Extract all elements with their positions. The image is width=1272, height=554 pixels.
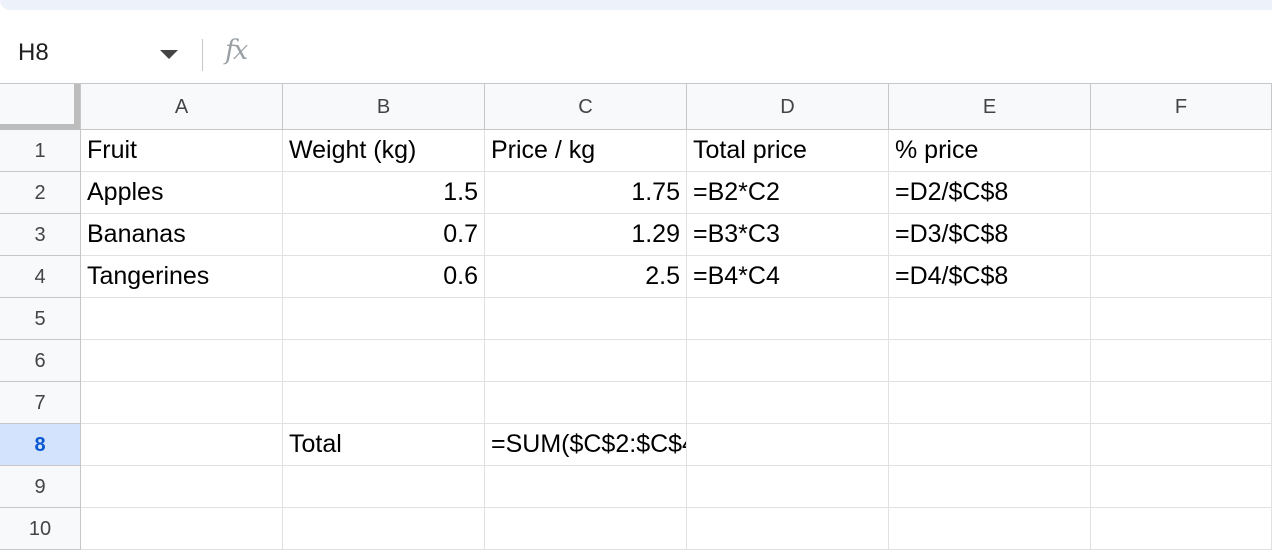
formula-bar-divider xyxy=(202,39,203,71)
cell-a6[interactable] xyxy=(81,340,283,382)
cell-e10[interactable] xyxy=(889,508,1091,550)
cell-c1[interactable]: Price / kg xyxy=(485,130,687,172)
cell-f9[interactable] xyxy=(1091,466,1272,508)
column-header-a[interactable]: A xyxy=(81,84,283,130)
cell-f5[interactable] xyxy=(1091,298,1272,340)
cell-d10[interactable] xyxy=(687,508,889,550)
cell-e6[interactable] xyxy=(889,340,1091,382)
cell-a3[interactable]: Bananas xyxy=(81,214,283,256)
column-header-d[interactable]: D xyxy=(687,84,889,130)
cell-f1[interactable] xyxy=(1091,130,1272,172)
cell-b3[interactable]: 0.7 xyxy=(283,214,485,256)
cell-b8[interactable]: Total xyxy=(283,424,485,466)
cell-d9[interactable] xyxy=(687,466,889,508)
cell-c7[interactable] xyxy=(485,382,687,424)
column-header-e[interactable]: E xyxy=(889,84,1091,130)
cell-d3[interactable]: =B3*C3 xyxy=(687,214,889,256)
cell-a1[interactable]: Fruit xyxy=(81,130,283,172)
cell-a2[interactable]: Apples xyxy=(81,172,283,214)
cell-e1[interactable]: % price xyxy=(889,130,1091,172)
corner-shade-right xyxy=(74,84,80,130)
cell-f3[interactable] xyxy=(1091,214,1272,256)
cell-c9[interactable] xyxy=(485,466,687,508)
cell-e3[interactable]: =D3/$C$8 xyxy=(889,214,1091,256)
cell-b9[interactable] xyxy=(283,466,485,508)
row-header-9[interactable]: 9 xyxy=(0,466,81,508)
cell-e5[interactable] xyxy=(889,298,1091,340)
cell-b5[interactable] xyxy=(283,298,485,340)
cell-a5[interactable] xyxy=(81,298,283,340)
cell-b4[interactable]: 0.6 xyxy=(283,256,485,298)
row-header-6[interactable]: 6 xyxy=(0,340,81,382)
cell-a4[interactable]: Tangerines xyxy=(81,256,283,298)
cell-c5[interactable] xyxy=(485,298,687,340)
cell-d7[interactable] xyxy=(687,382,889,424)
cell-f6[interactable] xyxy=(1091,340,1272,382)
cell-d8[interactable] xyxy=(687,424,889,466)
cell-c6[interactable] xyxy=(485,340,687,382)
cell-d1[interactable]: Total price xyxy=(687,130,889,172)
cell-f2[interactable] xyxy=(1091,172,1272,214)
cell-e2[interactable]: =D2/$C$8 xyxy=(889,172,1091,214)
cell-f10[interactable] xyxy=(1091,508,1272,550)
spreadsheet-grid: A B C D E F 1 Fruit Weight (kg) Price / kg Total p… xyxy=(0,84,1272,554)
cell-e8[interactable] xyxy=(889,424,1091,466)
cell-b1[interactable]: Weight (kg) xyxy=(283,130,485,172)
fx-icon: fx xyxy=(225,35,248,66)
column-header-b[interactable]: B xyxy=(283,84,485,130)
row-header-5[interactable]: 5 xyxy=(0,298,81,340)
row-header-3[interactable]: 3 xyxy=(0,214,81,256)
cell-d2[interactable]: =B2*C2 xyxy=(687,172,889,214)
column-header-c[interactable]: C xyxy=(485,84,687,130)
corner-shade-bottom xyxy=(0,124,80,130)
cell-c2[interactable]: 1.75 xyxy=(485,172,687,214)
cell-c3[interactable]: 1.29 xyxy=(485,214,687,256)
cell-a8[interactable] xyxy=(81,424,283,466)
cell-f8[interactable] xyxy=(1091,424,1272,466)
cell-b2[interactable]: 1.5 xyxy=(283,172,485,214)
row-header-8[interactable]: 8 xyxy=(0,424,81,466)
column-header-f[interactable]: F xyxy=(1091,84,1272,130)
cell-f4[interactable] xyxy=(1091,256,1272,298)
cell-b10[interactable] xyxy=(283,508,485,550)
cell-e4[interactable]: =D4/$C$8 xyxy=(889,256,1091,298)
row-header-1[interactable]: 1 xyxy=(0,130,81,172)
cell-c10[interactable] xyxy=(485,508,687,550)
cell-f7[interactable] xyxy=(1091,382,1272,424)
row-header-7[interactable]: 7 xyxy=(0,382,81,424)
cell-e7[interactable] xyxy=(889,382,1091,424)
cell-d4[interactable]: =B4*C4 xyxy=(687,256,889,298)
cell-e9[interactable] xyxy=(889,466,1091,508)
cell-d6[interactable] xyxy=(687,340,889,382)
cell-c4[interactable]: 2.5 xyxy=(485,256,687,298)
formula-bar: H8 fx xyxy=(0,28,1272,84)
cell-c8[interactable]: =SUM($C$2:$C$4) xyxy=(485,424,687,466)
row-header-2[interactable]: 2 xyxy=(0,172,81,214)
cell-a7[interactable] xyxy=(81,382,283,424)
cell-b6[interactable] xyxy=(283,340,485,382)
name-box[interactable]: H8 xyxy=(18,39,49,66)
name-box-dropdown-icon[interactable] xyxy=(160,50,178,59)
row-header-10[interactable]: 10 xyxy=(0,508,81,550)
cell-b7[interactable] xyxy=(283,382,485,424)
toolbar-edge xyxy=(0,0,1272,10)
select-all-corner[interactable] xyxy=(0,84,81,131)
formula-input[interactable] xyxy=(270,38,1250,72)
top-strip xyxy=(0,0,1272,28)
row-header-4[interactable]: 4 xyxy=(0,256,81,298)
cell-d5[interactable] xyxy=(687,298,889,340)
cell-a9[interactable] xyxy=(81,466,283,508)
cell-a10[interactable] xyxy=(81,508,283,550)
